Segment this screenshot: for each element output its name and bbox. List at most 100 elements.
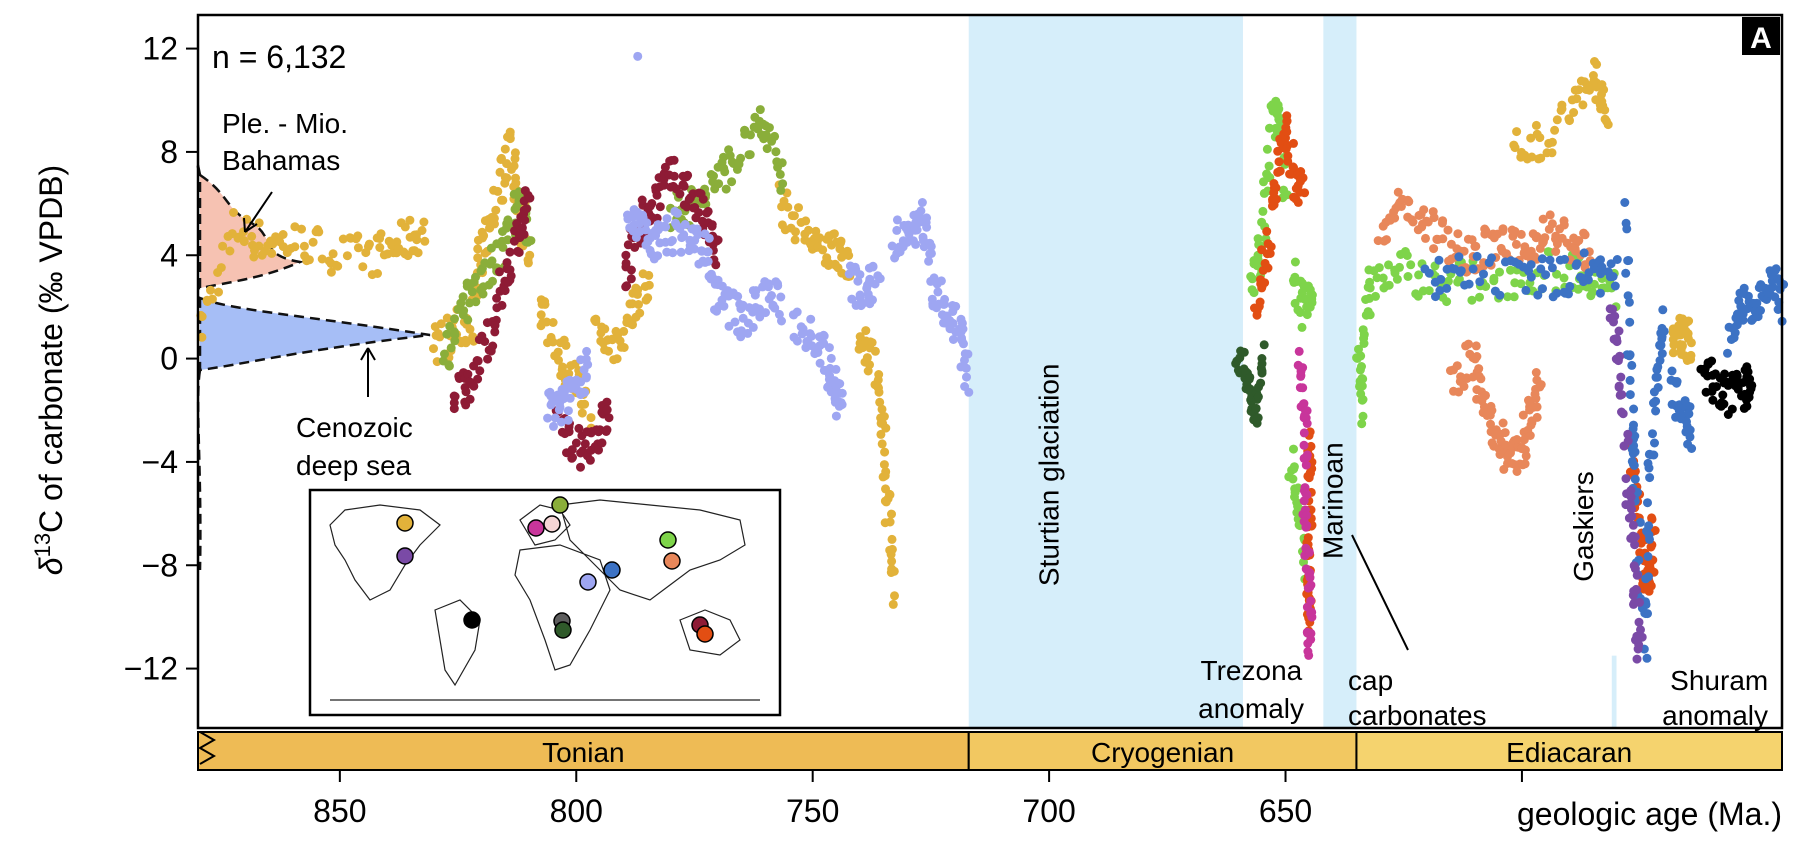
data-point <box>1403 272 1413 281</box>
data-point <box>887 534 897 544</box>
data-point <box>704 233 714 243</box>
data-point <box>1613 356 1623 366</box>
data-point <box>373 269 382 278</box>
data-point <box>1470 354 1480 364</box>
data-point <box>1720 369 1730 379</box>
data-point <box>711 260 721 270</box>
data-point <box>682 172 692 182</box>
zigzag-break <box>197 731 217 765</box>
data-point <box>326 267 336 277</box>
data-point <box>1247 285 1257 295</box>
data-point <box>522 204 531 214</box>
data-point <box>545 387 555 397</box>
data-point <box>1651 396 1661 406</box>
data-point <box>642 218 652 228</box>
data-point <box>458 292 468 302</box>
data-point <box>922 213 932 223</box>
data-point <box>602 405 612 415</box>
data-point <box>1752 298 1762 308</box>
data-point <box>1298 363 1308 373</box>
data-point <box>1531 394 1541 403</box>
data-point <box>887 241 897 251</box>
data-point <box>1512 127 1522 137</box>
x-tick-label: 850 <box>313 793 366 829</box>
cenozoic-arrow <box>360 347 376 397</box>
data-point <box>1531 368 1541 377</box>
data-point <box>963 349 973 359</box>
cenozoic-annotation: Cenozoic deep sea <box>296 412 421 481</box>
panel-label: A <box>1750 22 1772 55</box>
cap-annotation: cap carbonates <box>1348 665 1487 731</box>
data-point <box>1454 274 1464 284</box>
data-point <box>525 250 535 260</box>
data-point <box>1262 226 1272 236</box>
data-point <box>1656 341 1665 351</box>
data-point <box>621 250 631 260</box>
data-point <box>1443 276 1453 286</box>
data-point <box>1637 632 1647 642</box>
data-point <box>463 315 473 325</box>
locality-dot <box>696 625 714 643</box>
data-point <box>1526 133 1536 143</box>
scatter-points <box>196 51 1789 664</box>
data-point <box>1404 197 1414 207</box>
data-point <box>948 318 958 328</box>
data-point <box>548 318 558 327</box>
data-point <box>764 123 774 133</box>
data-point <box>1283 156 1293 166</box>
data-point <box>761 308 770 318</box>
data-point <box>1643 458 1653 468</box>
data-point <box>249 252 259 262</box>
data-point <box>826 353 836 363</box>
data-point <box>308 237 318 247</box>
data-point <box>1621 218 1631 228</box>
data-point <box>561 340 571 350</box>
data-point <box>634 300 643 309</box>
data-point <box>719 152 728 162</box>
data-point <box>1512 435 1522 444</box>
data-point <box>1596 269 1606 279</box>
data-point <box>1264 161 1274 171</box>
data-point <box>638 210 647 220</box>
data-point <box>1578 100 1588 110</box>
data-point <box>1597 97 1607 106</box>
continent-outlines <box>329 499 760 701</box>
data-point <box>612 354 622 364</box>
data-point <box>948 335 958 344</box>
data-point <box>792 336 802 346</box>
data-point <box>1365 283 1375 293</box>
data-point <box>559 387 569 397</box>
data-point <box>299 241 309 251</box>
data-point <box>440 349 449 359</box>
data-point <box>1281 144 1291 154</box>
data-point <box>1672 378 1682 388</box>
data-point <box>1305 302 1315 312</box>
data-point <box>1253 234 1263 244</box>
y-tick-label: 0 <box>160 341 178 377</box>
data-point <box>1302 310 1312 320</box>
data-point <box>885 517 895 527</box>
data-point <box>626 265 636 275</box>
data-point <box>1507 459 1517 468</box>
data-point <box>1621 474 1631 484</box>
period-box <box>1355 731 1783 771</box>
data-point <box>1628 520 1638 530</box>
data-point <box>254 218 264 228</box>
data-point <box>1545 210 1555 220</box>
data-point <box>796 322 806 332</box>
data-point <box>1299 399 1309 409</box>
data-point <box>1559 273 1569 283</box>
data-point <box>1290 257 1300 267</box>
data-point <box>774 309 784 319</box>
data-point <box>1260 278 1270 288</box>
locality-dot <box>579 573 597 591</box>
data-point <box>1307 289 1317 299</box>
data-point <box>1620 198 1630 207</box>
data-point <box>1559 220 1569 230</box>
data-point <box>1526 272 1536 282</box>
data-point <box>1684 409 1694 419</box>
data-point <box>1623 429 1633 439</box>
data-point <box>870 346 880 356</box>
data-point <box>1303 471 1313 481</box>
data-point <box>1295 383 1305 393</box>
